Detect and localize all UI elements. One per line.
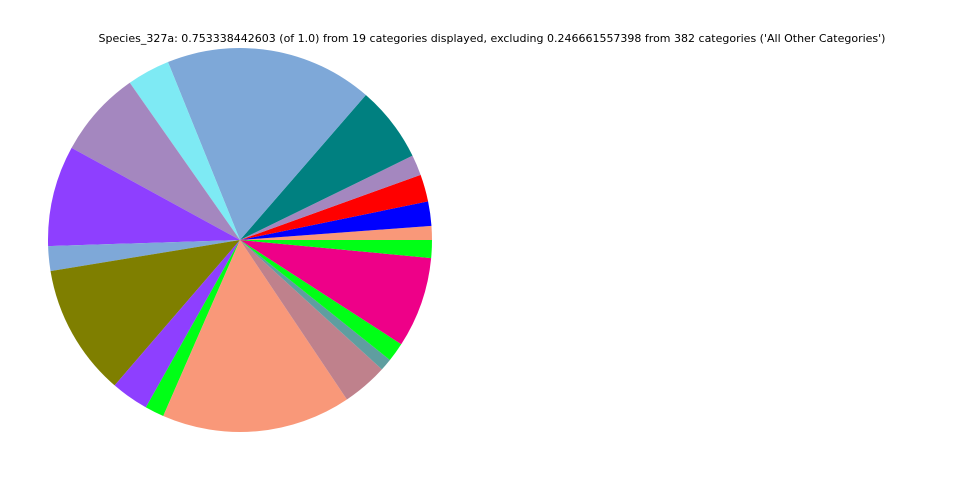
pie-slice	[240, 95, 413, 241]
pie-slice	[129, 62, 240, 241]
chart-title: Species_327a: 0.753338442603 (of 1.0) fr…	[99, 32, 886, 45]
pie-slice	[167, 47, 366, 240]
pie-slice	[240, 240, 402, 360]
pie-slice	[114, 240, 240, 408]
pie-slice	[145, 240, 240, 416]
pie-slice	[163, 240, 347, 432]
pie-slice	[240, 240, 382, 400]
pie-slice	[240, 225, 432, 240]
pie-slice	[240, 174, 429, 240]
pie-slice	[71, 82, 240, 240]
pie-slice	[48, 240, 240, 272]
pie-slice	[240, 155, 421, 240]
pie-slice	[240, 240, 390, 370]
pie-slice	[50, 240, 241, 386]
pie-slice	[48, 147, 241, 247]
pie-slice	[240, 240, 432, 259]
pie-slice	[240, 240, 432, 345]
pie-slice	[240, 201, 432, 240]
